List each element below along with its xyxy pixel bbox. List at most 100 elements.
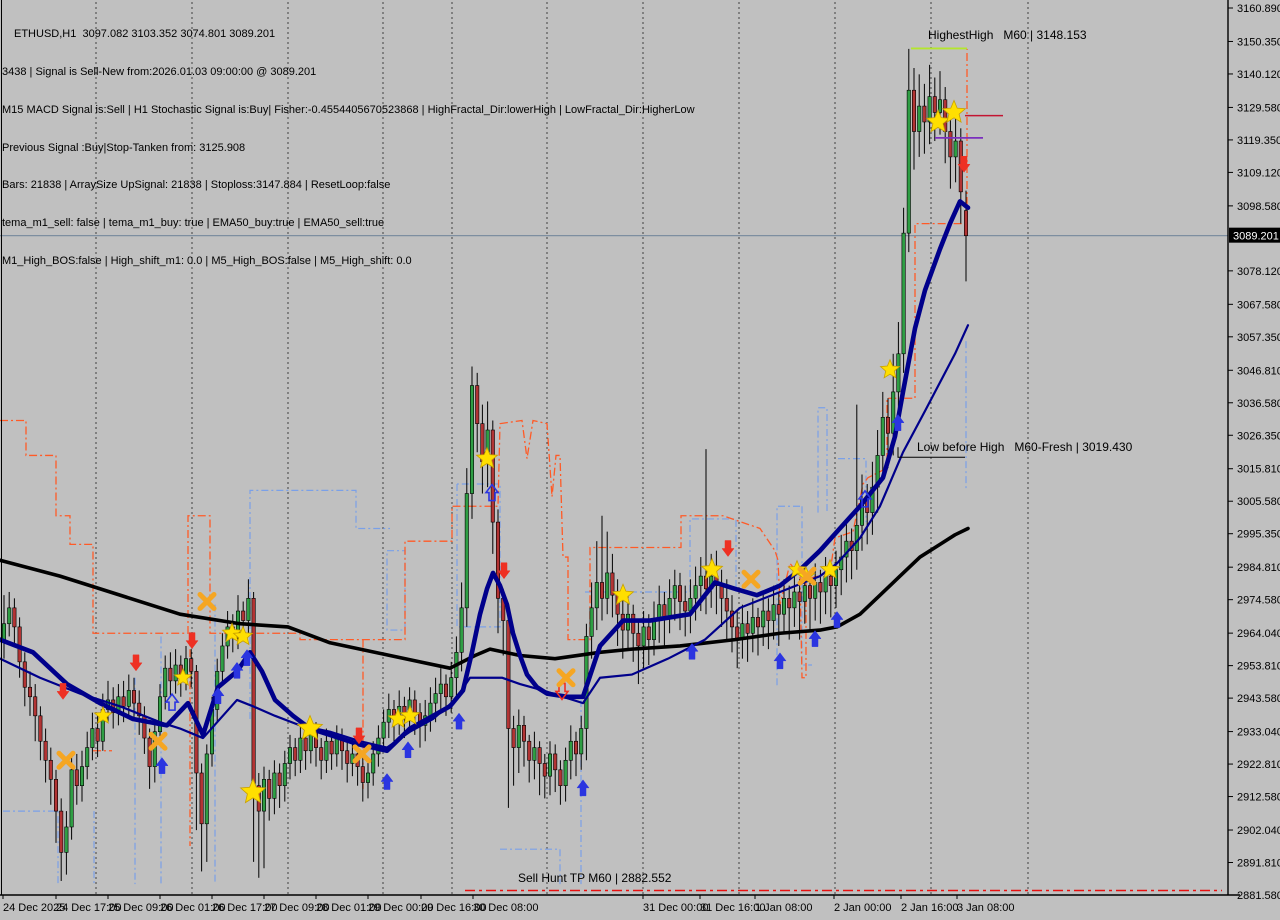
time-axis-label: 26 Dec 01:00 — [160, 902, 225, 914]
bear-candle — [293, 747, 298, 761]
bear-candle — [345, 750, 350, 764]
bull-candle — [672, 585, 677, 599]
bear-candle — [797, 591, 802, 602]
bull-candle — [698, 575, 703, 586]
price-axis-label: 3057.350 — [1237, 332, 1280, 344]
bear-candle — [189, 658, 194, 672]
bear-candle — [745, 623, 750, 634]
down-arrow-icon — [957, 156, 971, 173]
price-axis-label: 3005.580 — [1237, 496, 1280, 508]
bull-candle — [324, 740, 329, 761]
bear-candle — [631, 613, 636, 634]
bull-candle — [901, 232, 906, 355]
blue-dash-segment — [817, 407, 828, 513]
ma-slow-black — [0, 526, 970, 670]
star-signal-icon — [475, 446, 499, 469]
price-axis-label: 2902.040 — [1237, 825, 1280, 837]
bull-candle — [854, 524, 859, 551]
bull-candle — [282, 763, 287, 786]
candlesticks — [1, 48, 968, 881]
orange-x-icon — [352, 744, 372, 764]
bear-candle — [360, 766, 365, 783]
bull-candle — [464, 493, 469, 609]
price-axis-label: 3046.810 — [1237, 365, 1280, 377]
bull-candle — [693, 585, 698, 599]
orange-x-icon — [741, 569, 761, 589]
price-axis-label: 2995.350 — [1237, 529, 1280, 541]
bear-candle — [729, 610, 734, 628]
bear-candle — [303, 737, 308, 752]
price-axis-label: 2891.810 — [1237, 858, 1280, 870]
bull-candle — [126, 690, 131, 707]
bear-candle — [911, 89, 916, 132]
time-axis-label: 2 Jan 16:00 — [901, 902, 959, 914]
bull-candle — [287, 747, 292, 764]
time-axis-label: 31 Dec 00:00 — [643, 902, 708, 914]
bear-candle — [412, 699, 417, 713]
up-arrow-icon — [380, 773, 394, 790]
bull-candle — [516, 725, 521, 748]
bear-candle — [475, 385, 480, 424]
star-signal-icon — [296, 714, 324, 740]
bear-candle — [885, 417, 890, 434]
price-axis-label: 3026.350 — [1237, 430, 1280, 442]
bear-candle — [807, 585, 812, 599]
price-axis-label: 3140.120 — [1237, 69, 1280, 81]
bull-candle — [781, 598, 786, 615]
price-axis-label: 2933.040 — [1237, 727, 1280, 739]
time-axis-label: 1 Jan 08:00 — [755, 902, 813, 914]
down-arrow-icon — [721, 540, 735, 557]
level-lines — [897, 47, 1003, 458]
bear-candle — [963, 210, 968, 236]
bull-candle — [158, 696, 163, 733]
bear-candle — [776, 604, 781, 615]
bear-candle — [719, 585, 724, 599]
price-axis-label: 2974.580 — [1237, 595, 1280, 607]
bull-candle — [761, 610, 766, 628]
price-axis-label: 3109.120 — [1237, 167, 1280, 179]
bear-candle — [818, 582, 823, 593]
bear-candle — [558, 769, 563, 786]
bear-candle — [636, 632, 641, 647]
bear-candle — [168, 667, 173, 682]
lower-fractal-channel — [3, 341, 967, 885]
up-arrow-icon — [164, 692, 180, 711]
time-axis-label: 30 Dec 08:00 — [473, 902, 538, 914]
current-price-badge-bg — [1229, 227, 1280, 243]
price-axis-label: 2984.810 — [1237, 562, 1280, 574]
bull-candle — [844, 540, 849, 558]
bull-candle — [64, 826, 69, 853]
ma-fast-thick-blue — [0, 199, 971, 754]
down-arrow-icon — [185, 632, 199, 650]
bear-candle — [537, 747, 542, 764]
bear-candle — [147, 737, 152, 767]
time-axis-label: 25 Dec 09:00 — [108, 902, 173, 914]
up-arrow-icon — [773, 652, 787, 670]
star-signal-icon — [239, 777, 267, 804]
bull-candle — [204, 753, 209, 825]
bear-candle — [48, 759, 53, 780]
price-axis-label: 2943.580 — [1237, 693, 1280, 705]
bear-candle — [132, 690, 137, 704]
bear-candle — [267, 779, 272, 799]
bull-candle — [69, 769, 74, 828]
up-arrow-icon — [155, 757, 169, 774]
price-axis-label: 3015.810 — [1237, 464, 1280, 476]
bull-candle — [896, 353, 901, 393]
bull-candle — [839, 556, 844, 571]
bear-candle — [199, 772, 204, 825]
up-arrow-icon — [576, 779, 590, 797]
up-arrow-icon — [401, 741, 415, 759]
bear-candle — [932, 96, 937, 113]
down-arrow-icon — [352, 727, 366, 745]
bull-candle — [428, 702, 433, 717]
bull-candle — [568, 740, 573, 761]
bear-candle — [329, 740, 334, 755]
bull-candle — [750, 617, 755, 634]
bull-candle — [823, 575, 828, 593]
bull-candle — [953, 140, 958, 158]
price-axis-label: 3119.350 — [1237, 135, 1280, 147]
